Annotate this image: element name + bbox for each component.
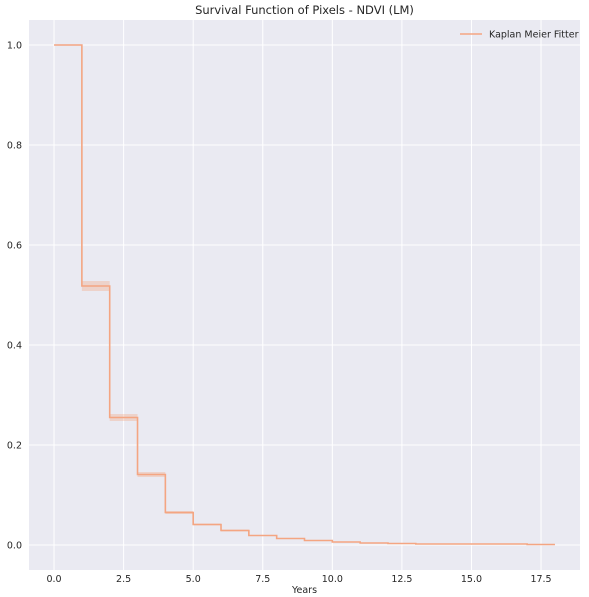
legend-label: Kaplan Meier Fitter <box>489 30 579 41</box>
x-tick-label: 2.5 <box>116 574 131 585</box>
plot-area <box>29 20 580 570</box>
tick-labels: 0.0 2.5 5.0 7.5 10.0 12.5 15.0 17.5 0.0 0.2 0.4 0.6… <box>7 41 552 586</box>
y-tick-label: 0.8 <box>7 141 22 152</box>
legend: Kaplan Meier Fitter <box>460 30 579 41</box>
series-line-group <box>54 44 555 546</box>
y-tick-label: 0.2 <box>7 441 22 452</box>
x-tick-label: 7.5 <box>255 574 270 585</box>
x-tick-label: 10.0 <box>322 574 343 585</box>
x-tick-label: 17.5 <box>530 574 551 585</box>
chart-title: Survival Function of Pixels - NDVI (LM) <box>195 3 414 17</box>
y-tick-label: 0.0 <box>7 541 22 552</box>
x-tick-label: 0.0 <box>46 574 61 585</box>
x-axis-label: Years <box>291 585 317 596</box>
y-tick-label: 1.0 <box>7 41 22 52</box>
x-tick-label: 15.0 <box>461 574 482 585</box>
x-tick-label: 12.5 <box>391 574 412 585</box>
y-tick-label: 0.6 <box>7 241 22 252</box>
y-tick-label: 0.4 <box>7 341 22 352</box>
x-tick-label: 5.0 <box>186 574 201 585</box>
survival-step-line <box>54 44 555 546</box>
grid-lines <box>29 20 580 570</box>
